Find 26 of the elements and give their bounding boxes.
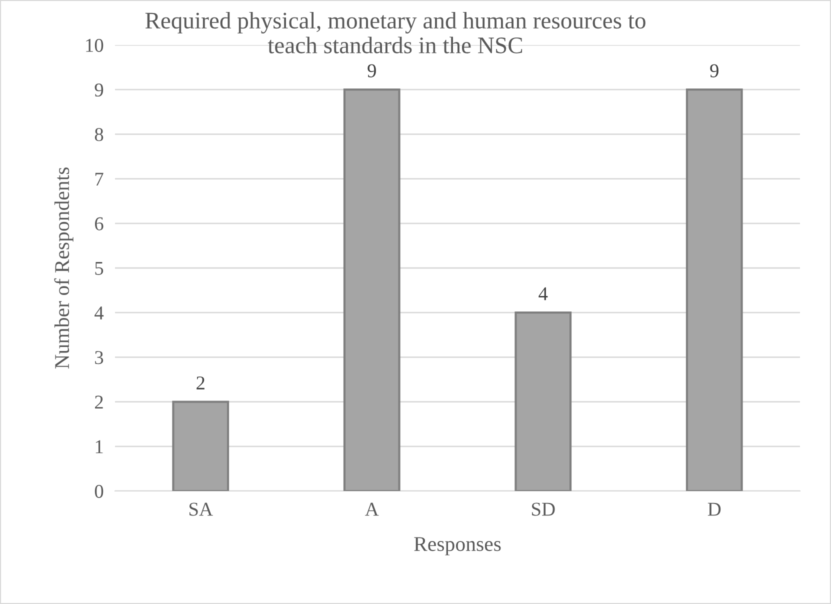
y-tick-label: 6: [95, 217, 104, 230]
bar: [172, 400, 230, 491]
bar: [686, 88, 743, 491]
x-tick-label: SA: [190, 502, 213, 516]
x-axis-title: Responses: [414, 537, 501, 556]
bar: [514, 312, 572, 491]
data-label: 9: [368, 64, 376, 78]
data-label: 4: [538, 287, 548, 300]
x-tick-label: D: [708, 502, 721, 516]
y-tick-label: 8: [94, 128, 104, 142]
y-tick-label: 3: [95, 351, 104, 364]
data-label: 2: [196, 376, 204, 390]
x-tick-label: A: [365, 502, 379, 516]
data-label: 9: [710, 64, 718, 78]
y-tick-label: 1: [96, 440, 103, 454]
x-tick-label: SD: [532, 502, 555, 516]
y-tick-label: 10: [86, 38, 104, 52]
y-tick-label: 7: [95, 172, 104, 186]
y-tick-label: 9: [94, 83, 104, 97]
bar: [343, 88, 400, 491]
y-tick-label: 5: [95, 262, 104, 275]
y-tick-label: 2: [95, 396, 103, 409]
y-tick-label: 4: [94, 306, 104, 320]
y-tick-label: 0: [94, 484, 104, 498]
y-axis-title: Number of Respondents: [54, 168, 74, 369]
chart-title: Required physical, monetary and human resources to teach standards in the NSC: [145, 12, 646, 54]
